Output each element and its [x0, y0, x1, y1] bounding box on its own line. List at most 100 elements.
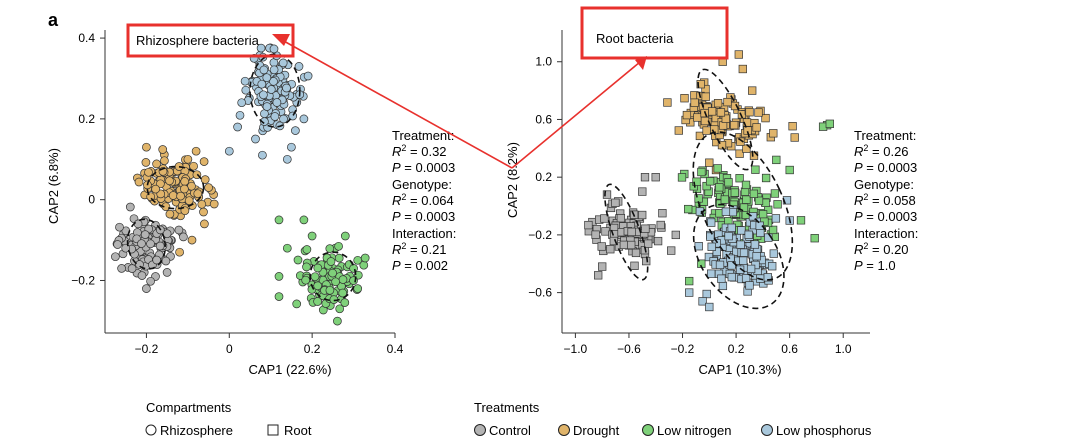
- root-point-low-nitrogen: [677, 173, 687, 182]
- rhizosphere-ellipse-drought: [146, 165, 205, 210]
- legend-treatments: Treatments Control Drought Low nitrogen …: [474, 400, 872, 438]
- root-point-drought: [752, 123, 761, 132]
- rhizosphere-y-tick-label: 0: [88, 193, 95, 207]
- root-point-low-phosphorus: [768, 262, 777, 271]
- root-point-control: [600, 214, 609, 223]
- rhizosphere-y-tick-label: 0.2: [78, 112, 95, 126]
- rhizosphere-point-low-nitrogen: [313, 297, 322, 306]
- root-y-tick-label: 1.0: [535, 55, 552, 69]
- root-point-low-phosphorus: [707, 269, 716, 278]
- rhizosphere-point-low-nitrogen: [326, 257, 336, 266]
- root-point-drought: [723, 97, 732, 107]
- root-point-drought: [682, 110, 692, 120]
- root-point-control: [653, 236, 663, 246]
- rhizosphere-r2-interaction-value: 0.21: [421, 242, 446, 257]
- rhizosphere-point-drought: [180, 177, 190, 186]
- root-x-tick-label: −0.6: [617, 342, 641, 356]
- rhizosphere-point-low-nitrogen: [333, 316, 342, 326]
- root-point-low-phosphorus: [750, 240, 760, 249]
- root-x-tick-label: 1.0: [835, 342, 852, 356]
- rhizosphere-point-low-phosphorus: [282, 154, 292, 164]
- rhizosphere-point-low-phosphorus: [235, 110, 245, 120]
- rhizosphere-point-control: [140, 230, 150, 239]
- rhizosphere-point-drought: [142, 142, 151, 152]
- root-point-low-nitrogen: [754, 196, 764, 205]
- root-ylabel: CAP2 (8.2%): [505, 142, 520, 218]
- root-point-low-phosphorus: [718, 281, 728, 291]
- root-r2-genotype-value: 0.058: [883, 193, 916, 208]
- rhizosphere-point-control: [137, 239, 146, 248]
- root-point-low-phosphorus: [727, 261, 736, 270]
- rhizosphere-point-drought: [165, 209, 175, 219]
- rhizosphere-point-control: [162, 268, 172, 277]
- root-point-control: [594, 271, 603, 280]
- rhizosphere-point-drought: [200, 219, 209, 229]
- legend-drought-marker: [558, 424, 570, 436]
- root-point-drought: [769, 129, 778, 138]
- root-ellipse-low-phosphorus: [692, 203, 785, 310]
- rhizosphere-point-low-nitrogen: [302, 245, 312, 254]
- rhizosphere-point-drought: [184, 196, 194, 206]
- rhizosphere-point-drought: [160, 156, 169, 166]
- root-point-low-nitrogen: [749, 189, 759, 198]
- legend-low-phosphorus-marker: [761, 424, 773, 436]
- rhizosphere-point-low-phosphorus: [257, 79, 267, 89]
- root-point-low-phosphorus: [694, 242, 703, 251]
- rhizosphere-point-low-nitrogen: [302, 262, 311, 272]
- root-point-low-nitrogen: [724, 178, 733, 187]
- root-point-control: [584, 220, 593, 230]
- root-point-low-nitrogen: [770, 189, 780, 198]
- root-stat-treatment-p: P = 0.0003: [854, 160, 917, 175]
- legend-compartment-rhizosphere: Rhizosphere: [160, 423, 233, 438]
- root-point-drought: [693, 113, 702, 122]
- root-point-low-phosphorus: [717, 274, 726, 283]
- root-point-drought: [745, 108, 754, 117]
- root-point-drought: [736, 137, 745, 146]
- root-point-drought: [680, 94, 689, 103]
- root-point-low-nitrogen: [739, 203, 749, 212]
- legend-treatment-drought: Drought: [573, 423, 620, 438]
- rhizosphere-point-control: [155, 241, 165, 251]
- root-point-drought: [754, 108, 763, 117]
- rhizosphere-point-drought: [180, 206, 190, 216]
- root-point-low-phosphorus: [739, 248, 749, 257]
- root-title-highlight-box: [580, 6, 729, 60]
- root-point-control: [602, 190, 612, 199]
- root-x-tick-label: 0.2: [728, 342, 745, 356]
- rhizosphere-point-low-nitrogen: [292, 299, 302, 309]
- root-point-drought: [761, 113, 770, 123]
- root-point-drought: [734, 50, 743, 59]
- root-point-low-phosphorus: [727, 272, 736, 282]
- root-stat-genotype-r2: R2 = 0.058: [854, 192, 916, 208]
- rhizosphere-point-low-nitrogen: [331, 277, 340, 287]
- rhizosphere-point-low-phosphorus: [251, 134, 260, 144]
- rhizosphere-point-low-phosphorus: [233, 122, 242, 132]
- root-point-low-phosphorus: [704, 252, 714, 262]
- root-point-drought: [702, 126, 711, 135]
- rhizosphere-point-low-nitrogen: [335, 304, 345, 314]
- root-point-low-phosphorus: [763, 273, 772, 282]
- root-point-low-phosphorus: [706, 232, 715, 241]
- rhizosphere-point-low-phosphorus: [241, 85, 251, 95]
- rhizosphere-point-low-nitrogen: [340, 298, 350, 307]
- root-point-low-nitrogen: [705, 177, 715, 186]
- rhizosphere-point-low-nitrogen: [340, 231, 350, 241]
- root-point-low-phosphorus: [707, 218, 716, 227]
- rhizosphere-point-control: [179, 232, 188, 242]
- root-point-low-phosphorus: [746, 264, 756, 274]
- rhizosphere-point-drought: [199, 157, 209, 166]
- chart-root: −1.0 −0.6 −0.2 0.2 0.6 1.0 −0.6 −0.2 0.2 0.6 1.0 C…: [505, 6, 918, 377]
- root-point-low-nitrogen: [810, 234, 819, 243]
- rhizosphere-point-low-phosphorus: [256, 43, 266, 53]
- panel-letter: a: [48, 10, 59, 30]
- rhizosphere-point-low-nitrogen: [325, 244, 335, 253]
- rhizosphere-point-drought: [144, 167, 153, 177]
- rhizosphere-point-low-nitrogen: [328, 268, 337, 278]
- root-point-drought: [788, 122, 797, 131]
- rhizosphere-point-low-phosphorus: [266, 85, 276, 94]
- root-point-control: [611, 198, 620, 207]
- rhizosphere-point-low-nitrogen: [353, 284, 363, 293]
- rhizosphere-y-tick-label: −0.2: [71, 273, 95, 287]
- root-point-low-nitrogen: [742, 195, 751, 204]
- root-point-low-nitrogen: [772, 155, 781, 165]
